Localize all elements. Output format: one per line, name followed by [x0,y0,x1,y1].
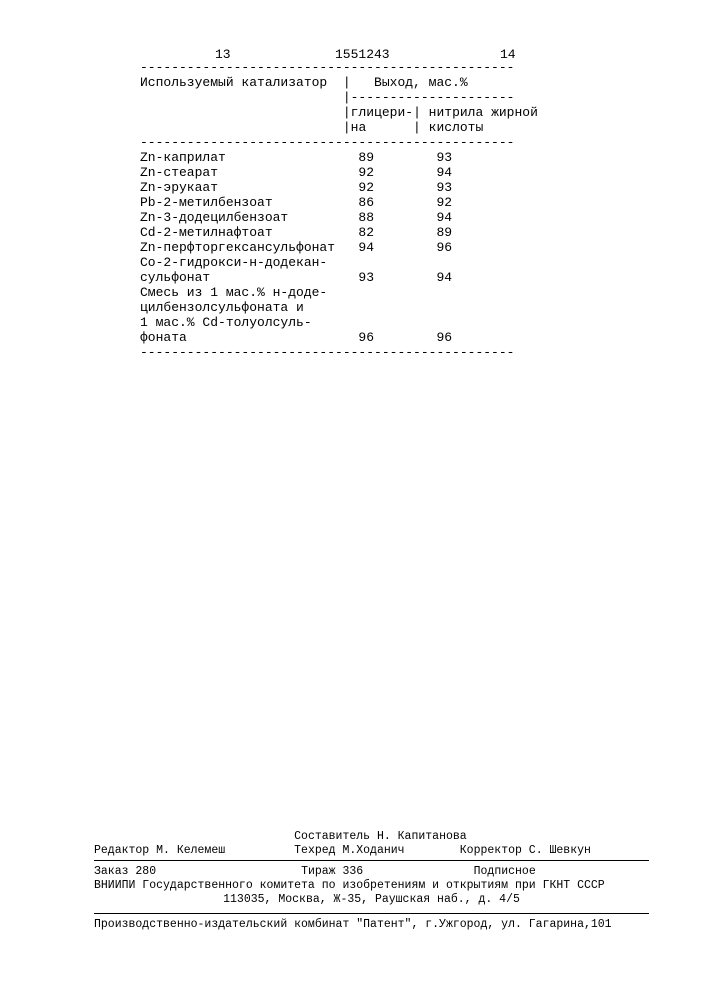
table-rule-mid: ----------------------------------------… [140,135,550,150]
table-row: Zn-перфторгексансульфонат 94 96 [140,240,550,255]
table-row: Pb-2-метилбензоат 86 92 [140,195,550,210]
table-header-row-3: |глицери-| нитрила жирной [140,105,550,120]
col-header-catalyst: Используемый катализатор [140,75,327,90]
data-table: ----------------------------------------… [140,60,550,360]
subscription: Подписное [474,865,536,878]
table-body: Zn-каприлат 89 93Zn-стеарат 92 94Zn-эрук… [140,150,550,345]
footer-compiler-line: Составитель Н. Капитанова [94,830,649,844]
footer-block: Составитель Н. Капитанова Редактор М. Ке… [94,830,649,932]
col-subheader-glycerin-1: глицери- [351,105,413,120]
table-row: фоната 96 96 [140,330,550,345]
table-rule-top: ----------------------------------------… [140,60,550,75]
table-header-row-2: |--------------------- [140,90,550,105]
footer-order-line: Заказ 280 Тираж 336 Подписное [94,865,649,879]
table-row: 1 мас.% Cd-толуолсуль- [140,315,550,330]
compiler: Составитель Н. Капитанова [294,830,467,843]
table-row: Zn-стеарат 92 94 [140,165,550,180]
table-row: Zn-эрукаат 92 93 [140,180,550,195]
footer-production-line: Производственно-издательский комбинат "П… [94,918,649,932]
table-row: Zn-каприлат 89 93 [140,150,550,165]
footer-divider-2: Производственно-издательский комбинат "П… [94,913,649,932]
col-subheader-glycerin-2: на [351,120,367,135]
footer-org-line-1: ВНИИПИ Государственного комитета по изоб… [94,879,649,893]
table-row: Co-2-гидрокси-н-додекан- [140,255,550,270]
col-subheader-nitrile-1: нитрила жирной [429,105,538,120]
table-row: Zn-3-додецилбензоат 88 94 [140,210,550,225]
col-subheader-nitrile-2: кислоты [429,120,484,135]
table-row: сульфонат 93 94 [140,270,550,285]
table-header-row-1: Используемый катализатор | Выход, мас.% [140,75,550,90]
page-container: 13 1551243 14 --------------------------… [0,0,707,1000]
table-row: цилбензолсульфоната и [140,300,550,315]
table-row: Cd-2-метилнафтоат 82 89 [140,225,550,240]
footer-divider-1: Заказ 280 Тираж 336 Подписное ВНИИПИ Гос… [94,860,649,907]
table-row: Смесь из 1 мас.% н-доде- [140,285,550,300]
footer-org-line-2: 113035, Москва, Ж-35, Раушская наб., д. … [94,893,649,907]
circulation: Тираж 336 [301,865,363,878]
table-header-row-4: |на | кислоты [140,120,550,135]
order: Заказ 280 [94,865,156,878]
corrector: Корректор С. Шевкун [460,844,591,857]
col-header-yield: Выход, мас.% [374,75,468,90]
table-rule-bottom: ----------------------------------------… [140,345,550,360]
techred: Техред М.Ходанич [294,844,404,857]
editor: Редактор М. Келемеш [94,844,225,857]
footer-credits-line: Редактор М. Келемеш Техред М.Ходанич Кор… [94,844,649,858]
